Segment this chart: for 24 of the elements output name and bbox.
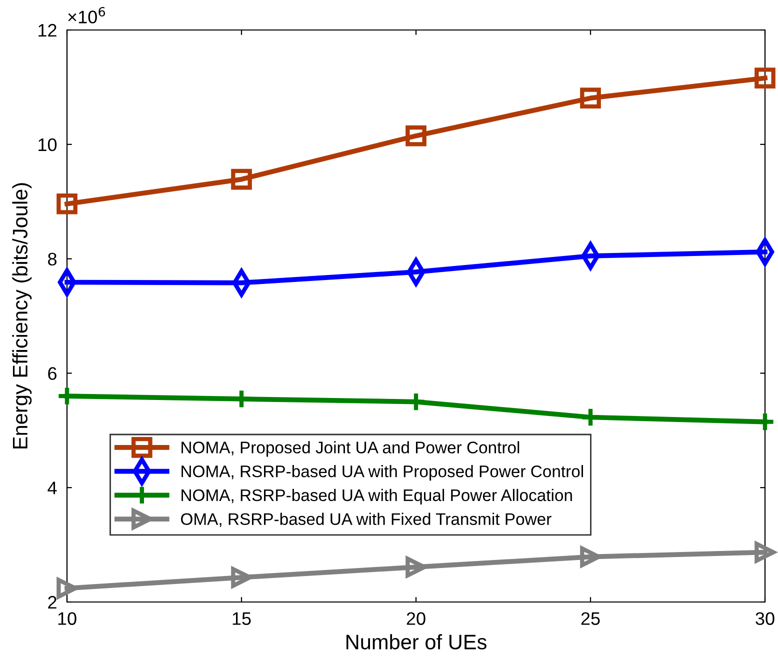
text: ×10$^{6}$ <box>68 6 106 24</box>
point <box>406 125 426 146</box>
x-tick-label: 10 <box>58 612 76 625</box>
y-tick-label: 2 <box>48 596 56 609</box>
point <box>580 88 601 108</box>
y-tick-label: 4 <box>48 482 57 494</box>
legend-label: NOMA, RSRP-based UA with Proposed Power Control <box>182 465 583 481</box>
y-axis-title: Energy Efficiency (bits/Joule) <box>12 183 32 448</box>
x-tick-label: 15 <box>232 612 251 625</box>
point <box>56 193 78 214</box>
point <box>580 406 601 428</box>
point <box>754 68 776 88</box>
legend-label: NOMA, RSRP-based UA with Equal Power Allocation <box>182 488 572 504</box>
legend-label: OMA, RSRP-based UA with Fixed Transmit Power <box>181 512 552 527</box>
x-tick-label: 20 <box>406 612 426 625</box>
x-axis-title: Number of UEs <box>346 634 486 650</box>
y-tick-label: 8 <box>48 252 56 266</box>
point <box>231 168 252 190</box>
y-tick-label: 6 <box>48 367 56 380</box>
y-tick-label: 10 <box>38 138 57 152</box>
y-tick-label: 12 <box>38 24 56 37</box>
x-tick-label: 30 <box>756 612 774 625</box>
legend-label: NOMA, Proposed Joint UA and Power Control <box>182 441 520 457</box>
x-tick-label: 25 <box>581 612 600 625</box>
